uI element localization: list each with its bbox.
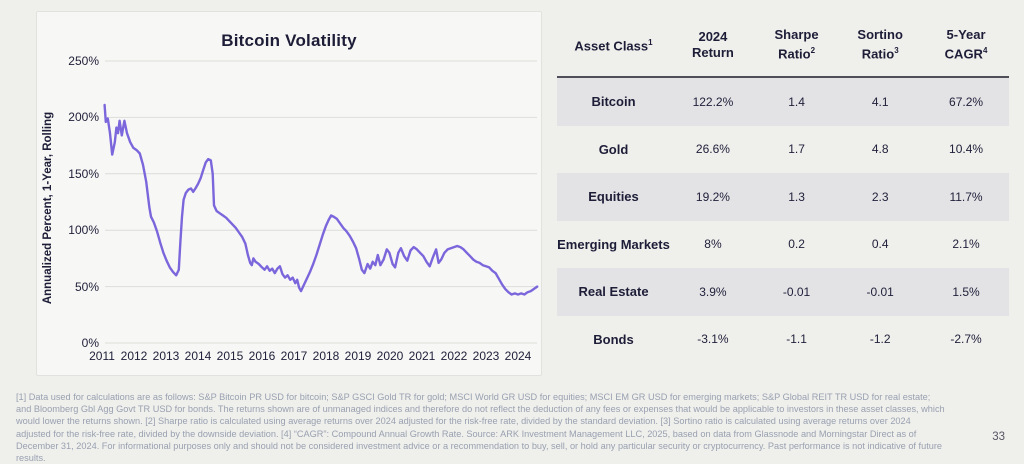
table-row: Real Estate 3.9% -0.01 -0.01 1.5% xyxy=(557,268,1009,316)
table-row: Bitcoin 122.2% 1.4 4.1 67.2% xyxy=(557,78,1009,126)
x-tick-label: 2024 xyxy=(504,349,532,363)
table-value: 2.3 xyxy=(871,189,889,204)
asset-class-table: Asset Class1 2024 Return Sharpe Ratio2 Sortin… xyxy=(557,14,1009,363)
table-row: Gold 26.6% 1.7 4.8 10.4% xyxy=(557,126,1009,174)
asset-class-name: Bonds xyxy=(593,331,634,347)
table-row: Bonds -3.1% -1.1 -1.2 -2.7% xyxy=(557,316,1009,364)
x-tick-label: 2020 xyxy=(376,349,404,363)
table-value: 1.7 xyxy=(788,142,805,157)
x-tick-label: 2015 xyxy=(216,349,244,363)
x-tick-label: 2011 xyxy=(89,349,115,363)
column-header: 2024 Return xyxy=(691,29,734,60)
table-row: Equities 19.2% 1.3 2.3 11.7% xyxy=(557,173,1009,221)
x-tick-label: 2022 xyxy=(440,349,468,363)
table-value: 67.2% xyxy=(949,94,984,109)
table-value: 1.3 xyxy=(788,189,805,204)
table-value: 4.8 xyxy=(871,142,889,157)
asset-class-name: Equities xyxy=(588,189,639,205)
table-value: 0.2 xyxy=(788,237,805,252)
table-value: 1.4 xyxy=(788,94,805,109)
column-header: 5-Year CAGR4 xyxy=(944,27,988,62)
x-tick-label: 2012 xyxy=(120,349,148,363)
bitcoin-volatility-chart-card: Bitcoin Volatility Annualized Percent, 1… xyxy=(36,11,542,376)
x-tick-label: 2016 xyxy=(248,349,276,363)
table-value: 2.1% xyxy=(952,237,980,252)
table-value: 10.4% xyxy=(949,142,984,157)
x-tick-label: 2014 xyxy=(184,349,212,363)
table-value: 8% xyxy=(704,237,722,252)
table-value: -0.01 xyxy=(782,284,811,299)
table-value: 26.6% xyxy=(695,142,730,157)
volatility-line-chart xyxy=(103,60,539,344)
x-tick-label: 2018 xyxy=(312,349,340,363)
table-body: Bitcoin 122.2% 1.4 4.1 67.2% Gold 26.6% 1.7 4.8 1… xyxy=(557,76,1009,363)
footnote: [1] Data used for calculations are as fo… xyxy=(16,392,945,464)
table-value: 11.7% xyxy=(949,189,983,204)
asset-class-name: Gold xyxy=(598,141,629,157)
column-header: Asset Class1 xyxy=(574,38,653,54)
table-value: 1.5% xyxy=(952,284,980,299)
table-header-row: Asset Class1 2024 Return Sharpe Ratio2 Sortin… xyxy=(557,14,1009,76)
asset-class-name: Emerging Markets xyxy=(557,236,670,252)
y-tick-label: 0% xyxy=(81,336,99,350)
table-value: -1.1 xyxy=(786,332,807,347)
table-value: 3.9% xyxy=(699,284,727,299)
column-header: Sharpe Ratio2 xyxy=(774,27,819,62)
y-tick-label: 200% xyxy=(68,110,99,125)
table-value: -0.01 xyxy=(866,284,894,299)
y-tick-label: 250% xyxy=(68,54,99,68)
table-value: -3.1% xyxy=(697,332,729,347)
x-tick-label: 2021 xyxy=(408,349,436,363)
table-value: 0.4 xyxy=(871,237,889,252)
y-tick-label: 150% xyxy=(68,166,99,181)
asset-class-name: Real Estate xyxy=(578,284,649,300)
asset-class-name: Bitcoin xyxy=(591,94,636,110)
chart-title: Bitcoin Volatility xyxy=(221,31,357,50)
bitcoin-volatility-line xyxy=(103,103,539,296)
table-value: 4.1 xyxy=(871,94,889,109)
page-number: 33 xyxy=(992,431,1005,443)
table-row: Emerging Markets 8% 0.2 0.4 2.1% xyxy=(557,221,1009,269)
y-tick-label: 100% xyxy=(68,223,99,238)
x-tick-label: 2023 xyxy=(472,349,500,363)
table-value: 122.2% xyxy=(692,94,734,109)
column-header: Sortino Ratio3 xyxy=(857,27,903,62)
y-tick-label: 50% xyxy=(74,279,99,294)
table-value: 19.2% xyxy=(695,189,730,204)
x-tick-label: 2017 xyxy=(280,349,308,363)
table-value: -2.7% xyxy=(950,332,982,347)
table-value: -1.2 xyxy=(869,332,891,347)
x-tick-label: 2019 xyxy=(344,349,372,363)
x-tick-label: 2013 xyxy=(152,349,180,363)
